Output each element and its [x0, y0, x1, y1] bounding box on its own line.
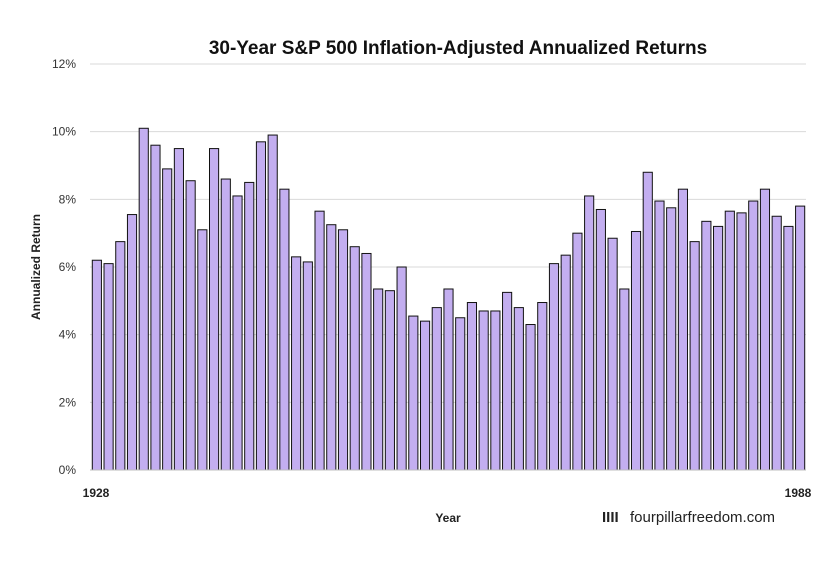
bar-1939	[220, 178, 231, 471]
bar-1959	[455, 317, 466, 471]
bar-1954	[396, 266, 407, 471]
bar-1934	[162, 168, 173, 471]
bar-1963	[502, 291, 513, 471]
bar-1957	[431, 307, 442, 471]
y-tick-label: 0%	[59, 463, 77, 477]
x-axis-title: Year	[435, 511, 461, 525]
bar-1932	[138, 127, 149, 471]
bar-1960	[466, 302, 478, 471]
bar-1981	[713, 225, 724, 471]
bar-1969	[572, 232, 583, 471]
bars	[91, 127, 806, 471]
bar-1933	[150, 144, 161, 471]
bar-1940	[232, 195, 243, 471]
bar-1972	[607, 237, 618, 471]
y-tick-label: 10%	[52, 125, 76, 139]
bar-1953	[384, 290, 395, 471]
bar-1973	[619, 288, 630, 471]
bar-1955	[408, 315, 419, 471]
chart-title: 30-Year S&P 500 Inflation-Adjusted Annua…	[209, 38, 707, 59]
bar-1968	[560, 254, 571, 471]
y-tick-label: 8%	[59, 192, 77, 206]
bar-1983	[736, 212, 747, 471]
bar-1941	[244, 181, 255, 471]
bar-1970	[584, 195, 595, 471]
y-axis-title: Annualized Return	[29, 214, 43, 320]
bar-1929	[103, 263, 114, 471]
bar-1943	[267, 134, 278, 471]
bar-1975	[642, 171, 653, 471]
watermark: IIII fourpillarfreedom.com	[602, 509, 775, 526]
watermark-mark: IIII	[602, 509, 619, 526]
bar-1950	[349, 246, 360, 471]
bar-1964	[513, 307, 524, 471]
bar-1956	[419, 320, 431, 471]
bar-1958	[443, 288, 454, 471]
watermark-text: fourpillarfreedom.com	[630, 509, 775, 526]
bar-1952	[373, 288, 384, 471]
bar-1961	[478, 310, 489, 471]
bar-1967	[548, 263, 560, 471]
bar-1977	[666, 207, 677, 471]
bar-1980	[701, 220, 712, 471]
bar-1974	[630, 230, 642, 471]
bar-1938	[209, 148, 220, 471]
bar-1937	[197, 229, 208, 471]
bar-1935	[173, 148, 184, 471]
bar-1984	[748, 200, 759, 471]
x-tick-label-first: 1928	[83, 486, 110, 500]
y-tick-label: 2%	[59, 395, 77, 409]
x-tick-label-last: 1988	[785, 486, 812, 500]
bar-1982	[724, 210, 735, 471]
bar-1978	[677, 188, 688, 471]
bar-1947	[314, 210, 325, 471]
bar-1979	[689, 241, 700, 471]
bar-1971	[595, 208, 606, 471]
bar-1965	[525, 324, 536, 471]
bar-1987	[783, 225, 794, 471]
bar-1942	[255, 141, 267, 471]
bar-1930	[115, 241, 126, 471]
y-tick-label: 12%	[52, 57, 76, 71]
bar-1946	[302, 261, 313, 471]
bar-1944	[279, 188, 290, 471]
bar-1985	[759, 188, 771, 471]
bar-1962	[490, 310, 501, 471]
bar-1986	[771, 215, 782, 471]
bar-1988	[795, 205, 806, 471]
bar-1949	[337, 229, 349, 471]
y-axis-tick-labels: 0% 2% 4% 6% 8% 10% 12%	[52, 57, 76, 477]
y-tick-label: 4%	[59, 328, 77, 342]
bar-1966	[537, 302, 548, 471]
bar-1976	[654, 200, 665, 471]
y-tick-label: 6%	[59, 260, 77, 274]
bar-1945	[291, 256, 302, 471]
bar-1936	[185, 180, 196, 471]
bar-1951	[361, 252, 372, 471]
bar-1931	[126, 214, 138, 471]
bar-1928	[91, 259, 102, 471]
bar-1948	[326, 224, 337, 471]
